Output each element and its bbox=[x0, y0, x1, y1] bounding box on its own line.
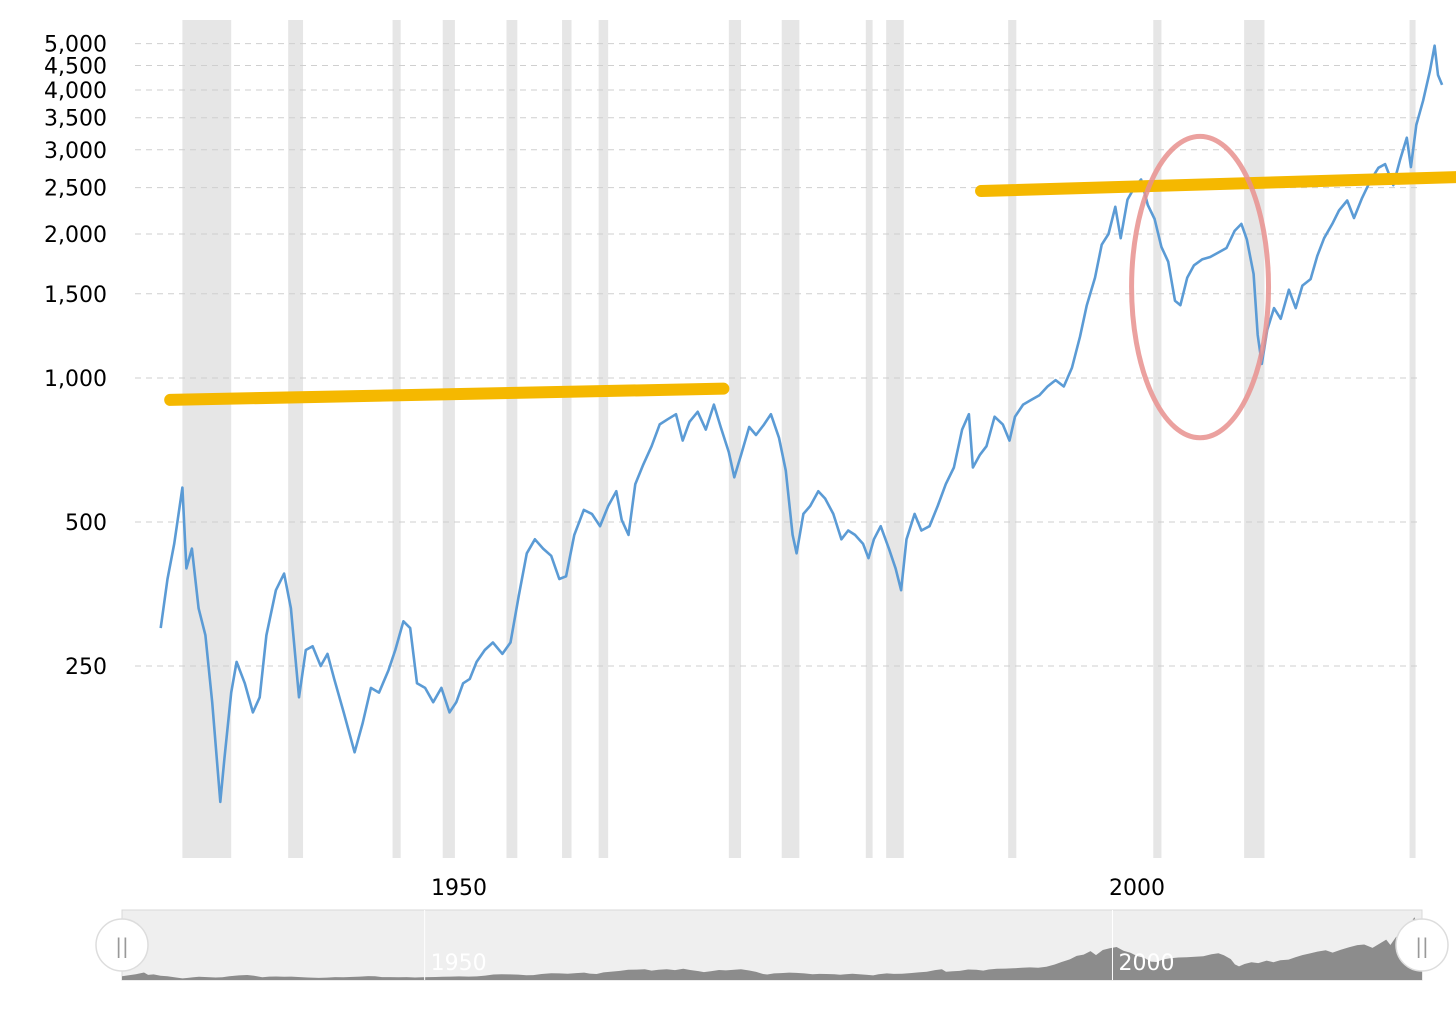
range-navigator[interactable]: 1950 2000 || || bbox=[95, 909, 1449, 981]
y-tick-label: 250 bbox=[65, 655, 107, 680]
price-series bbox=[159, 44, 1444, 804]
recession-band bbox=[182, 20, 232, 858]
x-axis-tick-labels: 1950 2000 bbox=[431, 876, 1165, 901]
navigator-tick-label: 2000 bbox=[1118, 951, 1174, 976]
navigator-area bbox=[122, 917, 1422, 980]
y-tick-label: 3,500 bbox=[44, 107, 107, 132]
navigator-tick-label: 1950 bbox=[431, 951, 487, 976]
recession-band bbox=[886, 20, 904, 858]
handle-grip: || bbox=[115, 934, 128, 958]
recession-band bbox=[442, 20, 455, 858]
recession-bands bbox=[182, 20, 1416, 858]
x-tick-label: 1950 bbox=[431, 876, 487, 901]
support-resistance-line bbox=[164, 382, 730, 406]
y-tick-label: 3,000 bbox=[44, 139, 107, 164]
y-tick-label: 5,000 bbox=[44, 33, 107, 58]
x-tick-label: 2000 bbox=[1109, 876, 1165, 901]
y-tick-label: 4,000 bbox=[44, 79, 107, 104]
handle-knob bbox=[95, 918, 149, 972]
horizontal-gridlines bbox=[135, 43, 1420, 667]
recession-band bbox=[1409, 20, 1416, 858]
recession-band bbox=[288, 20, 304, 858]
navigator-right-handle[interactable]: || bbox=[1395, 918, 1449, 972]
series-line bbox=[159, 44, 1444, 804]
handle-grip: || bbox=[1415, 934, 1428, 958]
y-tick-label: 500 bbox=[65, 511, 107, 536]
recession-band bbox=[728, 20, 742, 858]
recession-band bbox=[562, 20, 572, 858]
y-tick-label: 1,500 bbox=[44, 283, 107, 308]
handle-knob bbox=[1395, 918, 1449, 972]
support-resistance-line bbox=[975, 171, 1456, 197]
recession-band bbox=[1008, 20, 1017, 858]
recession-band bbox=[392, 20, 401, 858]
recession-band bbox=[865, 20, 873, 858]
y-tick-label: 4,500 bbox=[44, 55, 107, 80]
annotations bbox=[164, 133, 1456, 441]
navigator-left-handle[interactable]: || bbox=[95, 918, 149, 972]
highlight-ellipse bbox=[1129, 133, 1272, 441]
y-tick-label: 2,500 bbox=[44, 177, 107, 202]
y-tick-label: 2,000 bbox=[44, 223, 107, 248]
recession-band bbox=[1153, 20, 1162, 858]
recession-band bbox=[598, 20, 609, 858]
recession-band bbox=[781, 20, 800, 858]
recession-band bbox=[1244, 20, 1265, 858]
y-tick-label: 1,000 bbox=[44, 367, 107, 392]
recession-band bbox=[506, 20, 518, 858]
